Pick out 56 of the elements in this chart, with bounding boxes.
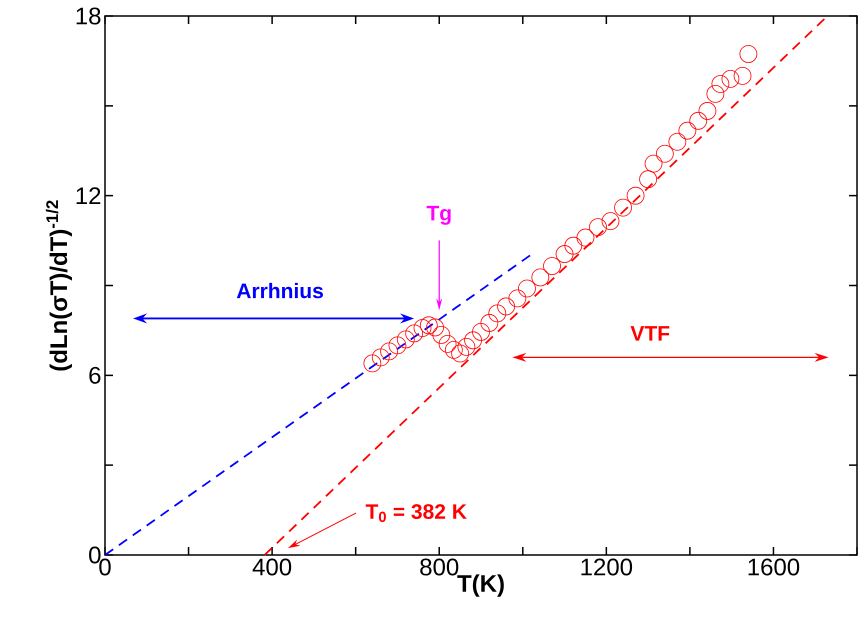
point	[420, 316, 438, 334]
point	[380, 342, 398, 360]
point	[414, 319, 432, 337]
point	[689, 112, 708, 130]
point	[426, 318, 444, 336]
y-tick-label: 0	[89, 546, 101, 564]
annotation: T$_{0}$ = 382 K	[366, 504, 467, 522]
point	[405, 324, 424, 342]
point	[706, 84, 724, 103]
x-tick-label: 1600	[748, 558, 800, 576]
point	[438, 334, 456, 353]
point	[372, 348, 390, 366]
point	[678, 122, 696, 140]
point	[576, 228, 594, 246]
y-tick-label: 18	[76, 7, 100, 24]
point	[457, 338, 476, 356]
point	[396, 330, 415, 348]
annotation: Tg	[426, 206, 451, 225]
point	[739, 45, 758, 63]
y-tick-label: 6	[89, 366, 100, 384]
point	[626, 186, 644, 205]
x-tick-label: 800	[420, 558, 458, 576]
point	[656, 144, 674, 163]
point	[614, 198, 632, 217]
point	[488, 304, 506, 322]
point	[388, 336, 406, 354]
point	[480, 314, 498, 332]
x-tick-label: 1200	[581, 558, 632, 576]
point	[644, 154, 662, 173]
point	[543, 257, 561, 275]
x-tick-label: 400	[252, 558, 292, 576]
annotation: VTF	[630, 326, 670, 341]
point	[451, 344, 470, 362]
point	[711, 75, 730, 93]
point	[518, 280, 536, 298]
point	[432, 326, 450, 344]
point	[734, 66, 752, 85]
point	[363, 354, 382, 372]
point	[602, 212, 620, 230]
point	[531, 268, 550, 286]
point	[698, 102, 716, 120]
point	[508, 289, 526, 308]
annotation: Arrhnius	[236, 282, 323, 298]
point	[556, 245, 574, 263]
point	[564, 236, 582, 255]
point	[589, 218, 607, 236]
point	[639, 170, 658, 188]
point	[444, 340, 463, 359]
point	[464, 331, 482, 350]
y-tick-label: 12	[76, 187, 100, 204]
point	[497, 298, 515, 316]
point	[472, 323, 490, 341]
x-axis-title: T(K)	[457, 574, 504, 597]
point	[668, 132, 686, 151]
y-axis-title: (dLn(σT)/dT)$^{-1/2}$	[46, 200, 72, 371]
point	[722, 70, 740, 88]
